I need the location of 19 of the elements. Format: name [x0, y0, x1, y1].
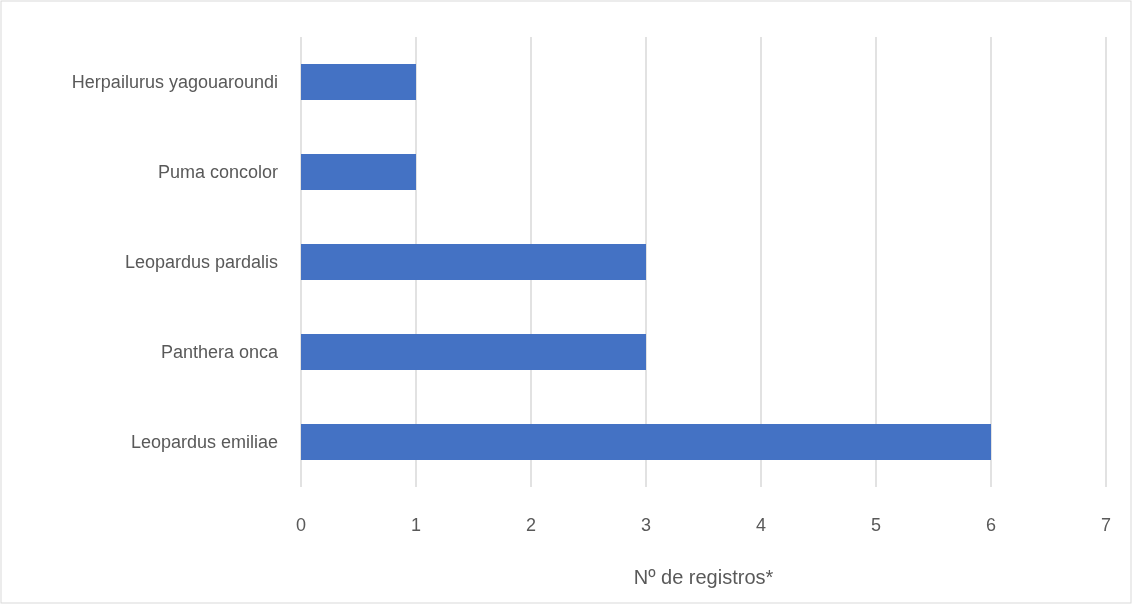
bar: [301, 64, 416, 100]
bar: [301, 334, 646, 370]
x-tick-label: 0: [295, 515, 307, 535]
y-tick-label: Leopardus pardalis: [124, 252, 278, 273]
x-tick-label: 7: [1100, 515, 1112, 535]
bar: [301, 244, 646, 280]
bar: [301, 424, 991, 460]
y-tick-label: Panthera onca: [160, 342, 279, 363]
x-tick-label: 4: [755, 515, 767, 535]
bar: [301, 154, 416, 190]
y-tick-label: Herpailurus yagouaroundi: [71, 72, 278, 93]
x-tick-label: 3: [640, 515, 652, 535]
x-tick-label: 2: [525, 515, 537, 535]
x-tick-label: 5: [870, 515, 882, 535]
y-tick-label: Puma concolor: [157, 162, 278, 183]
y-tick-label: Leopardus emiliae: [130, 432, 278, 453]
x-axis-title: Nº de registros*: [633, 566, 774, 588]
x-tick-label: 1: [410, 515, 422, 535]
x-tick-label: 6: [985, 515, 997, 535]
